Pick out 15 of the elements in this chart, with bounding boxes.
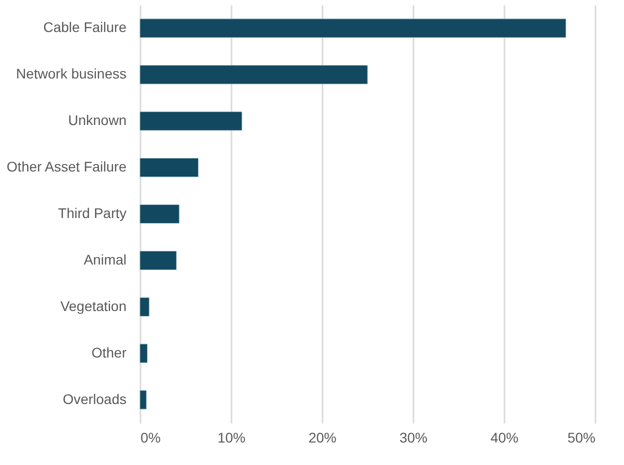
y-tick-label: Unknown (68, 112, 126, 128)
y-tick-label: Third Party (58, 205, 126, 221)
y-tick-label: Animal (84, 251, 126, 268)
x-tick-label: 20% (308, 430, 337, 446)
y-tick-label: Network business (16, 66, 126, 82)
y-tick-label: Vegetation (60, 298, 126, 314)
y-tick-label: Cable Failure (43, 19, 127, 36)
x-tick-label: 50% (567, 430, 596, 446)
y-tick-label: Other Asset Failure (6, 158, 127, 175)
x-tick-label: 0% (140, 430, 161, 446)
x-tick-label: 30% (399, 430, 428, 446)
x-tick-label: 10% (217, 430, 246, 446)
y-tick-label: Overloads (62, 390, 126, 407)
x-tick-label: 40% (490, 430, 519, 446)
y-tick-label: Other (91, 344, 127, 360)
